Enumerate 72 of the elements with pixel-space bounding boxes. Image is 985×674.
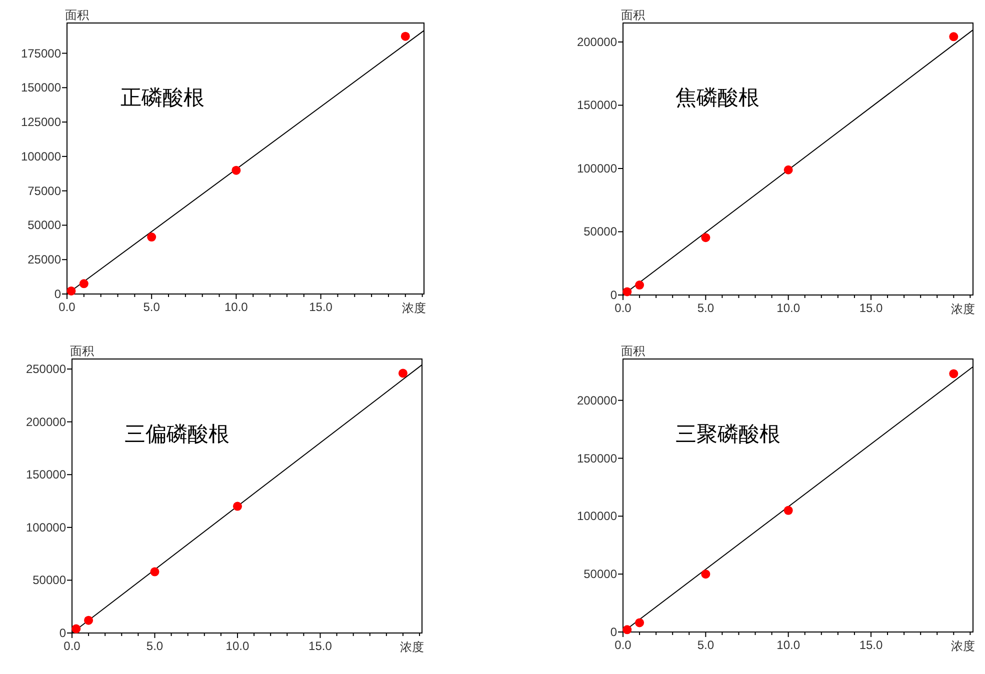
y-tick-label: 200000 [576, 393, 618, 408]
y-tick-label: 0 [610, 288, 618, 302]
annotation: 正磷酸根 [120, 86, 205, 110]
x-tick-label: 0.0 [64, 639, 81, 653]
x-tick-label: 15.0 [309, 300, 333, 314]
y-axis-title: 面积 [70, 344, 94, 358]
y-axis-title: 面积 [621, 8, 645, 22]
y-tick-label: 50000 [32, 573, 66, 588]
x-tick-label: 5.0 [143, 300, 160, 314]
y-axis-title: 面积 [65, 8, 89, 22]
point [949, 32, 958, 42]
y-tick-label: 50000 [584, 224, 618, 239]
point [66, 286, 76, 296]
point [72, 624, 81, 634]
x-axis-title: 浓度 [400, 640, 424, 654]
x-axis-title: 浓度 [951, 302, 975, 316]
y-tick-label: 0 [54, 287, 62, 301]
y-tick-label: 50000 [584, 567, 618, 582]
point [949, 369, 958, 378]
point [635, 280, 644, 290]
y-tick-label: 100000 [576, 509, 618, 524]
point [398, 368, 408, 378]
y-tick-label: 0 [610, 625, 618, 639]
y-tick-label: 50000 [28, 218, 62, 232]
x-tick-label: 10.0 [776, 301, 800, 315]
point [701, 570, 710, 579]
x-tick-label: 10.0 [226, 639, 250, 653]
point [622, 625, 632, 634]
y-tick-label: 200000 [26, 414, 66, 429]
x-axis-title: 浓度 [951, 639, 975, 653]
x-tick-label: 15.0 [859, 638, 883, 652]
y-tick-label: 175000 [20, 46, 62, 60]
y-tick-label: 100000 [576, 161, 618, 176]
y-tick-label: 100000 [26, 520, 66, 534]
x-tick-label: 5.0 [146, 639, 164, 653]
annotation: 焦磷酸根 [676, 86, 760, 110]
y-tick-label: 150000 [26, 468, 66, 482]
annotation: 三偏磷酸根 [124, 423, 230, 446]
point [622, 287, 632, 296]
x-tick-label: 0.0 [58, 300, 76, 314]
y-tick-label: 100000 [20, 149, 62, 164]
y-tick-label: 150000 [576, 98, 618, 112]
point [635, 618, 644, 628]
x-tick-label: 15.0 [308, 639, 332, 653]
point [232, 166, 241, 175]
point [150, 567, 160, 576]
y-tick-label: 125000 [20, 115, 62, 130]
point [147, 232, 156, 242]
annotation: 三聚磷酸根 [676, 422, 780, 446]
x-tick-label: 10.0 [224, 300, 248, 314]
point [701, 233, 710, 242]
x-tick-label: 5.0 [697, 301, 714, 315]
y-tick-label: 150000 [576, 451, 618, 466]
y-tick-label: 200000 [576, 34, 618, 49]
x-tick-label: 5.0 [697, 638, 714, 652]
y-tick-label: 250000 [26, 362, 66, 376]
point [400, 32, 410, 41]
x-tick-label: 0.0 [614, 638, 632, 652]
y-tick-label: 75000 [28, 184, 62, 198]
y-tick-label: 25000 [28, 252, 62, 267]
y-axis-title: 面积 [621, 344, 645, 358]
y-tick-label: 0 [59, 626, 66, 640]
x-axis-title: 浓度 [402, 301, 426, 315]
point [84, 616, 94, 625]
point [784, 506, 793, 515]
point [79, 279, 88, 288]
x-tick-label: 10.0 [776, 638, 800, 652]
x-tick-label: 15.0 [859, 301, 883, 315]
y-tick-label: 150000 [20, 80, 62, 95]
point [232, 502, 242, 511]
point [784, 165, 793, 174]
x-tick-label: 0.0 [614, 301, 632, 315]
